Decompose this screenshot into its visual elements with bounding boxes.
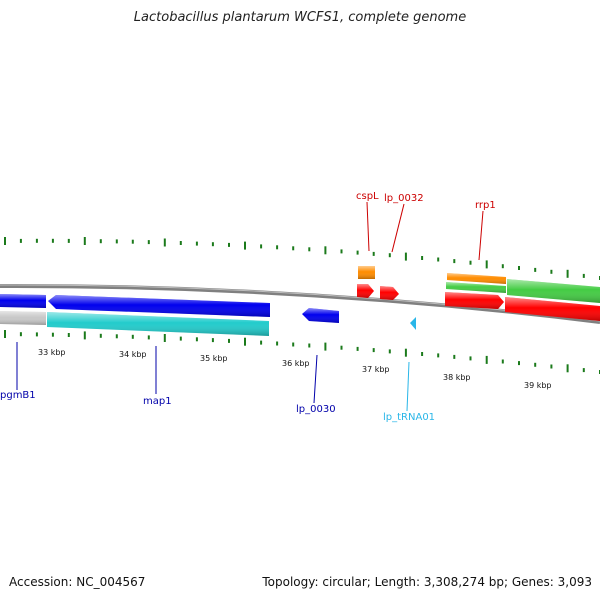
scale-label: 37 kbp bbox=[362, 365, 390, 374]
scale-label: 34 kbp bbox=[119, 350, 147, 359]
gene-label[interactable]: pgmB1 bbox=[0, 390, 36, 401]
feature-green-long[interactable] bbox=[507, 279, 600, 303]
feature-cspL-cds[interactable] bbox=[357, 284, 374, 298]
scale-label: 33 kbp bbox=[38, 348, 66, 357]
gene-label[interactable]: rrp1 bbox=[475, 200, 496, 211]
genome-summary-text: Topology: circular; Length: 3,308,274 bp… bbox=[262, 575, 592, 589]
feature-pgmB1[interactable] bbox=[0, 294, 46, 308]
label-leader-lp_tRNA01 bbox=[406, 361, 410, 412]
gene-label[interactable]: lp_tRNA01 bbox=[383, 412, 435, 423]
gene-label[interactable]: lp_0032 bbox=[384, 193, 424, 204]
gene-label[interactable]: lp_0030 bbox=[296, 404, 336, 415]
feature-pgmB1-lane2[interactable] bbox=[0, 311, 46, 325]
label-leader-lp_0030 bbox=[313, 354, 318, 404]
feature-lp_0032[interactable] bbox=[380, 286, 399, 300]
feature-rrp1-green[interactable] bbox=[446, 282, 506, 293]
accession-text: Accession: NC_004567 bbox=[9, 575, 146, 589]
feature-cspL[interactable] bbox=[358, 266, 375, 279]
scale-label: 35 kbp bbox=[200, 354, 228, 363]
feature-rrp1-cds[interactable] bbox=[445, 292, 504, 309]
feature-red-long[interactable] bbox=[505, 297, 600, 321]
feature-lp_0030[interactable] bbox=[302, 308, 339, 323]
scale-label: 38 kbp bbox=[443, 373, 471, 382]
scale-label: 36 kbp bbox=[282, 359, 310, 368]
label-leader-lp_0032 bbox=[391, 203, 405, 253]
bottom-tick-row bbox=[4, 330, 600, 374]
top-tick-row bbox=[4, 237, 600, 280]
feature-lp_tRNA01[interactable] bbox=[410, 317, 416, 330]
feature-rrp1-orange[interactable] bbox=[447, 273, 506, 284]
map-title: Lactobacillus plantarum WCFS1, complete … bbox=[133, 10, 467, 25]
label-leader-cspL bbox=[366, 201, 370, 252]
feature-map1-lane2[interactable] bbox=[47, 312, 269, 336]
label-leader-rrp1 bbox=[478, 210, 484, 261]
scale-label: 39 kbp bbox=[524, 381, 552, 390]
gene-label[interactable]: cspL bbox=[356, 191, 379, 202]
gene-label[interactable]: map1 bbox=[143, 396, 172, 407]
feature-map1[interactable] bbox=[48, 295, 270, 317]
